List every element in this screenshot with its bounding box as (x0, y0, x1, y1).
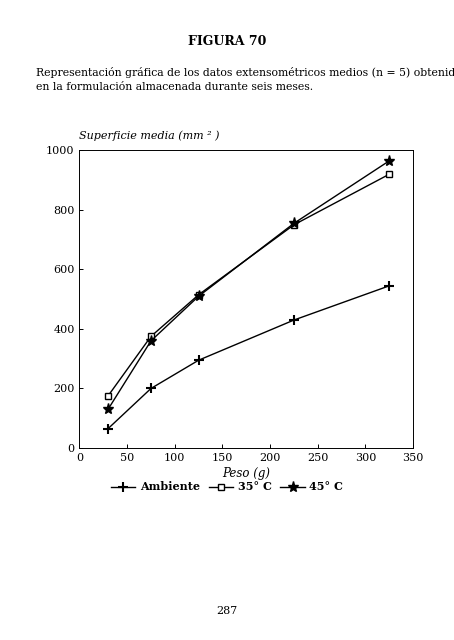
45° C (387, 157, 392, 164)
Text: en la formulación almacenada durante seis meses.: en la formulación almacenada durante sei… (36, 82, 313, 92)
Text: Superficie media (mm ² ): Superficie media (mm ² ) (79, 131, 220, 141)
45° C (105, 406, 111, 413)
45° C (291, 220, 297, 227)
Line: 45° C: 45° C (103, 156, 395, 415)
45° C (148, 337, 153, 345)
45° C (196, 292, 202, 300)
35° C (291, 221, 297, 228)
Ambiente (105, 425, 111, 433)
35° C (105, 392, 111, 400)
35° C (196, 291, 202, 299)
Legend: Ambiente, 35° C, 45° C: Ambiente, 35° C, 45° C (106, 477, 348, 497)
Ambiente (291, 316, 297, 324)
Text: FIGURA 70: FIGURA 70 (188, 35, 266, 48)
Line: Ambiente: Ambiente (103, 281, 394, 433)
Ambiente (148, 385, 153, 392)
X-axis label: Peso (g): Peso (g) (222, 467, 270, 480)
Text: Representación gráfica de los datos extensométricos medios (n = 5) obtenidos: Representación gráfica de los datos exte… (36, 67, 454, 78)
35° C (387, 170, 392, 178)
Line: 35° C: 35° C (104, 171, 393, 399)
Ambiente (196, 356, 202, 364)
Ambiente (387, 282, 392, 290)
Text: 287: 287 (217, 605, 237, 616)
35° C (148, 333, 153, 340)
